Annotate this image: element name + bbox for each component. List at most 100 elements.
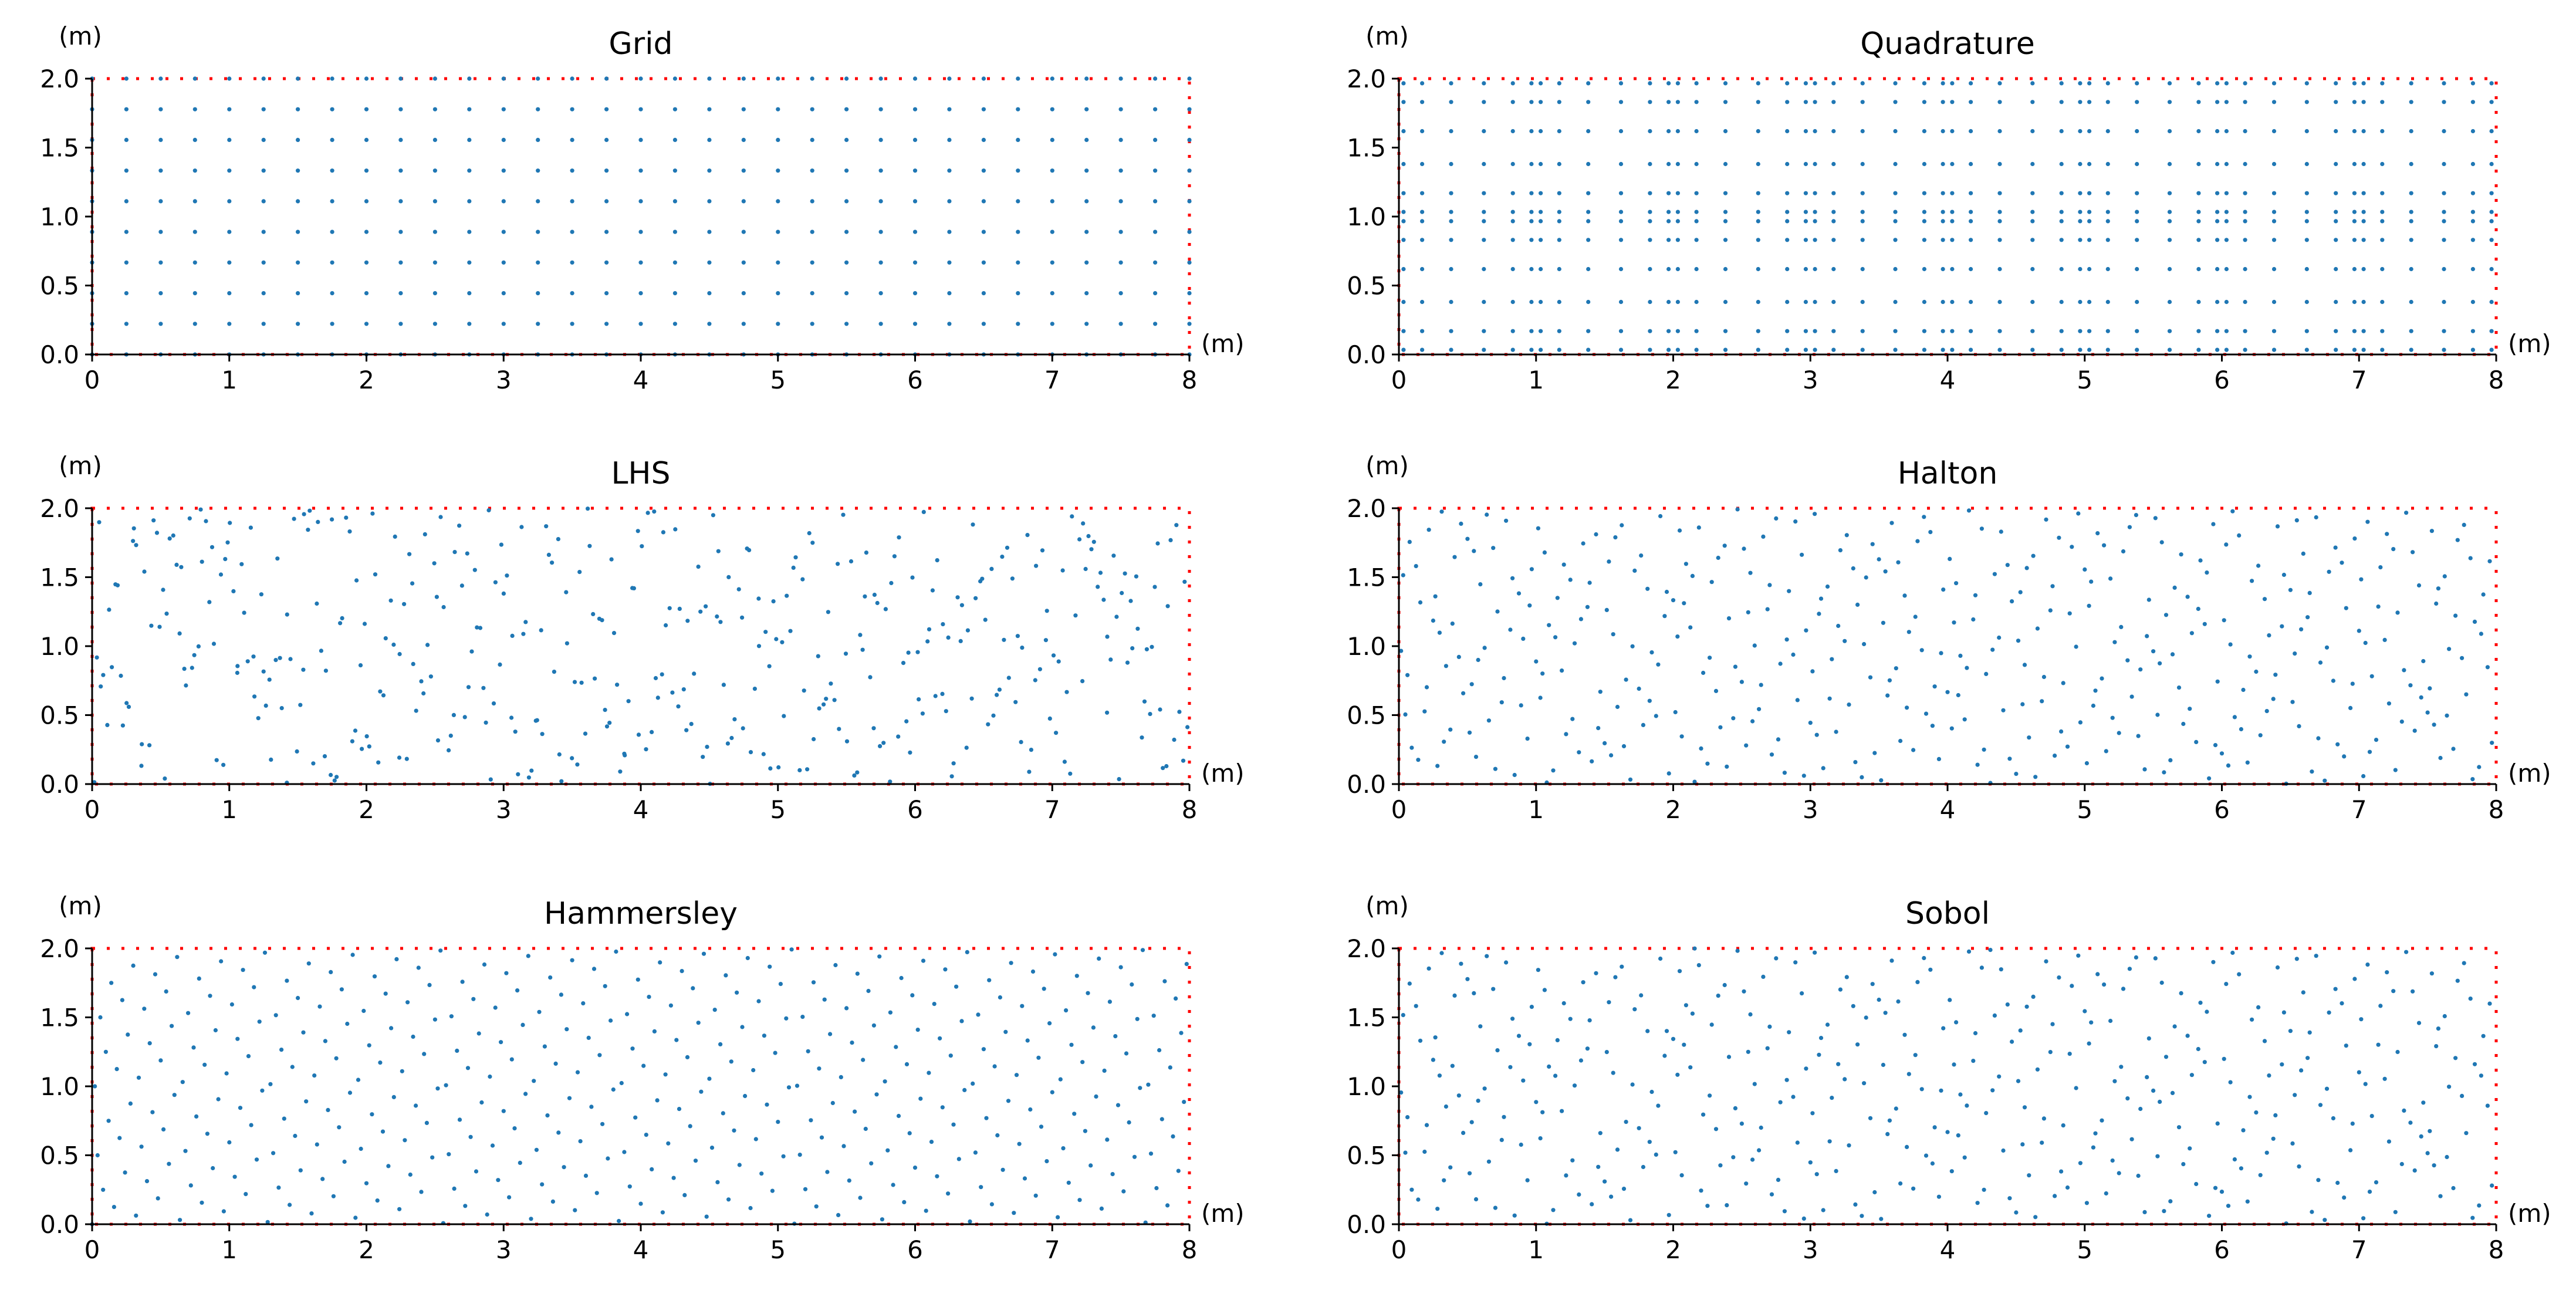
sample-point [627, 1184, 632, 1189]
sample-point [1860, 219, 1865, 224]
sample-point [419, 1190, 424, 1194]
sample-point [362, 622, 367, 626]
sample-point [910, 993, 915, 998]
sample-point [1529, 347, 1534, 352]
sample-point [1019, 739, 1023, 744]
sample-point [432, 322, 438, 326]
sample-point [1648, 129, 1652, 134]
sample-point [2224, 266, 2229, 272]
sample-point [1486, 1159, 1491, 1164]
sample-points [90, 947, 1189, 1227]
sample-point [1683, 1003, 1688, 1008]
sample-point [2020, 702, 2025, 707]
sample-point [672, 76, 677, 81]
sample-point [301, 667, 306, 672]
sample-point [2102, 982, 2107, 987]
sample-point [1420, 329, 1425, 333]
sample-point [150, 1110, 155, 1114]
sample-point [534, 1147, 539, 1152]
sample-point [1666, 210, 1671, 214]
sample-point [1016, 260, 1020, 265]
sample-point [2451, 1185, 2456, 1191]
sample-point [261, 322, 266, 326]
sample-point [1399, 1090, 1404, 1095]
sample-point [192, 229, 197, 234]
x-tick-label: 0 [1391, 366, 1407, 394]
sample-point [1486, 718, 1491, 723]
sample-point [1107, 999, 1112, 1004]
sample-point [1553, 1073, 1558, 1078]
sample-point [2359, 577, 2364, 582]
sample-point [586, 1035, 591, 1040]
sample-point [948, 1053, 953, 1058]
sample-point [550, 560, 555, 565]
sample-point [946, 635, 951, 640]
sample-point [1694, 129, 1699, 134]
sample-point [716, 549, 721, 553]
sample-point [261, 168, 266, 173]
sample-point [1066, 1180, 1071, 1185]
sample-point [2172, 1024, 2177, 1029]
sample-point [805, 767, 810, 772]
sample-point [896, 734, 901, 739]
sample-point [2053, 754, 2057, 758]
sample-point [800, 577, 805, 582]
sample-point [718, 1042, 723, 1046]
sample-point [1785, 219, 1790, 224]
sample-point [2030, 161, 2035, 167]
sample-point [767, 664, 772, 668]
sample-point [430, 1155, 435, 1160]
sample-point [2464, 692, 2469, 697]
sample-point [1618, 191, 1624, 195]
sample-point [1877, 997, 1881, 1002]
sample-point [889, 580, 894, 586]
sample-point [398, 137, 403, 142]
sample-point [2167, 191, 2172, 195]
sample-point [1791, 1095, 1796, 1099]
sample-point [729, 1059, 733, 1064]
sample-point [1969, 129, 1973, 134]
sample-point [2030, 347, 2035, 352]
sample-point [2367, 1190, 2372, 1194]
sample-point [1510, 81, 1515, 86]
sample-point [2188, 1146, 2192, 1151]
sample-point [1401, 1013, 1405, 1018]
sample-point [858, 1195, 863, 1200]
sample-point [94, 655, 99, 660]
sample-point [1529, 266, 1534, 272]
sample-point [1997, 329, 2002, 333]
sample-point [2256, 563, 2261, 568]
sample-point [338, 621, 343, 626]
sample-point [704, 1214, 709, 1219]
sample-point [1756, 329, 1760, 333]
sample-point [124, 291, 129, 296]
sample-point [915, 650, 920, 654]
sample-point [1172, 737, 1177, 742]
sample-point [707, 291, 712, 296]
sample-point [1555, 596, 1560, 600]
sample-point [1860, 161, 1865, 167]
sample-point [1662, 614, 1667, 619]
sample-point [1868, 1116, 1873, 1120]
sample-point [1688, 625, 1693, 630]
sample-point [2352, 536, 2357, 541]
sample-point [2194, 739, 2199, 744]
sample-point [1449, 191, 1453, 195]
x-tick-label: 5 [770, 1235, 786, 1264]
sample-point [501, 199, 506, 204]
sample-point [2470, 777, 2475, 782]
sample-point [781, 1154, 786, 1158]
sample-point [1831, 299, 1836, 305]
sample-point [2224, 542, 2229, 547]
sample-point [1941, 100, 1945, 104]
sample-point [2442, 347, 2446, 352]
sample-point [2125, 658, 2130, 663]
sample-point [2470, 329, 2475, 333]
sample-point [1709, 1022, 1714, 1027]
sample-point [1966, 949, 1972, 954]
sample-point [1050, 107, 1054, 112]
sample-point [944, 709, 948, 714]
sample-point [536, 229, 540, 234]
sample-point [296, 260, 300, 265]
